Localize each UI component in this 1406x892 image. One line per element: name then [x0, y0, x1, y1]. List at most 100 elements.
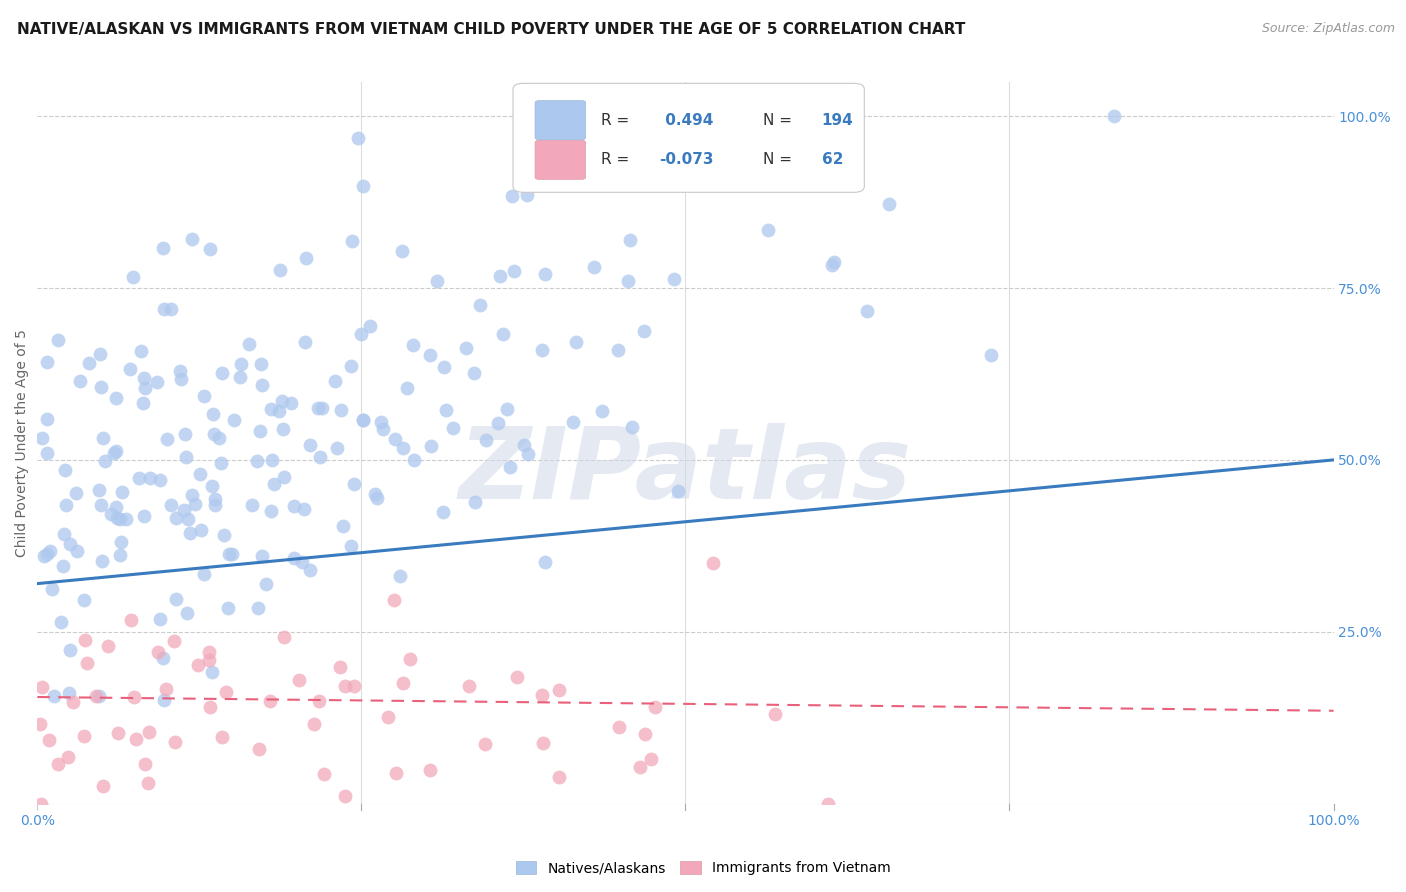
Text: 62: 62	[821, 153, 844, 168]
Point	[211, 730, 233, 744]
Point	[35, 412, 58, 426]
Point	[616, 274, 638, 288]
Point	[72, 729, 94, 743]
Point	[392, 441, 415, 455]
Point	[76, 657, 98, 671]
Point	[533, 267, 555, 281]
Point	[433, 359, 456, 374]
Point	[222, 413, 245, 427]
Point	[385, 766, 408, 780]
Point	[188, 467, 211, 482]
Point	[292, 501, 315, 516]
Point	[308, 450, 330, 464]
Point	[149, 473, 172, 487]
Point	[111, 485, 134, 500]
Point	[492, 327, 515, 342]
Point	[457, 679, 479, 693]
Point	[373, 422, 395, 436]
Point	[530, 343, 553, 357]
Point	[591, 404, 613, 418]
Point	[66, 544, 89, 558]
Point	[283, 550, 305, 565]
Point	[291, 555, 314, 569]
Point	[254, 577, 277, 591]
Point	[249, 424, 271, 438]
Point	[456, 341, 478, 355]
Point	[742, 178, 765, 192]
Point	[176, 450, 198, 465]
Point	[489, 268, 512, 283]
Point	[347, 131, 370, 145]
Legend: Natives/Alaskans, Immigrants from Vietnam: Natives/Alaskans, Immigrants from Vietna…	[510, 855, 896, 880]
Point	[32, 549, 55, 563]
Point	[204, 498, 226, 512]
Point	[463, 367, 485, 381]
Point	[548, 770, 571, 784]
Point	[486, 416, 509, 430]
Point	[201, 479, 224, 493]
Point	[273, 630, 295, 644]
Point	[280, 396, 302, 410]
Point	[84, 689, 107, 703]
Point	[73, 593, 96, 607]
Point	[152, 241, 174, 255]
Point	[877, 197, 900, 211]
Point	[152, 693, 174, 707]
Point	[247, 601, 270, 615]
Point	[252, 549, 274, 564]
Point	[105, 500, 128, 514]
Point	[312, 767, 335, 781]
Point	[200, 700, 222, 714]
Point	[165, 591, 187, 606]
Point	[152, 651, 174, 665]
Point	[90, 380, 112, 394]
Point	[77, 356, 100, 370]
Point	[31, 680, 53, 694]
Point	[201, 665, 224, 680]
Point	[633, 324, 655, 338]
Point	[69, 374, 91, 388]
Point	[46, 756, 69, 771]
Point	[93, 454, 115, 468]
Point	[173, 503, 195, 517]
Point	[333, 789, 356, 804]
Point	[114, 512, 136, 526]
Point	[619, 233, 641, 247]
Point	[432, 505, 454, 519]
Point	[134, 756, 156, 771]
Point	[198, 242, 221, 256]
Point	[330, 403, 353, 417]
Point	[41, 582, 63, 596]
Point	[55, 498, 77, 512]
Text: ZIPatlas: ZIPatlas	[458, 423, 912, 520]
Point	[384, 433, 406, 447]
Point	[202, 408, 225, 422]
Point	[59, 537, 82, 551]
Point	[607, 720, 630, 734]
Point	[122, 690, 145, 704]
Point	[352, 413, 374, 427]
Point	[132, 370, 155, 384]
Point	[138, 724, 160, 739]
Point	[621, 420, 644, 434]
Point	[295, 252, 318, 266]
Point	[208, 431, 231, 445]
Point	[58, 642, 80, 657]
Point	[340, 359, 363, 373]
Point	[89, 346, 111, 360]
Point	[377, 709, 399, 723]
Point	[702, 556, 724, 570]
Point	[211, 366, 233, 380]
Point	[132, 508, 155, 523]
Point	[496, 401, 519, 416]
Point	[87, 483, 110, 498]
Point	[404, 452, 426, 467]
Point	[104, 392, 127, 406]
Point	[184, 497, 207, 511]
FancyBboxPatch shape	[513, 83, 865, 193]
Point	[332, 519, 354, 533]
Point	[46, 333, 69, 347]
Point	[177, 512, 200, 526]
Point	[173, 427, 195, 442]
Point	[763, 706, 786, 721]
